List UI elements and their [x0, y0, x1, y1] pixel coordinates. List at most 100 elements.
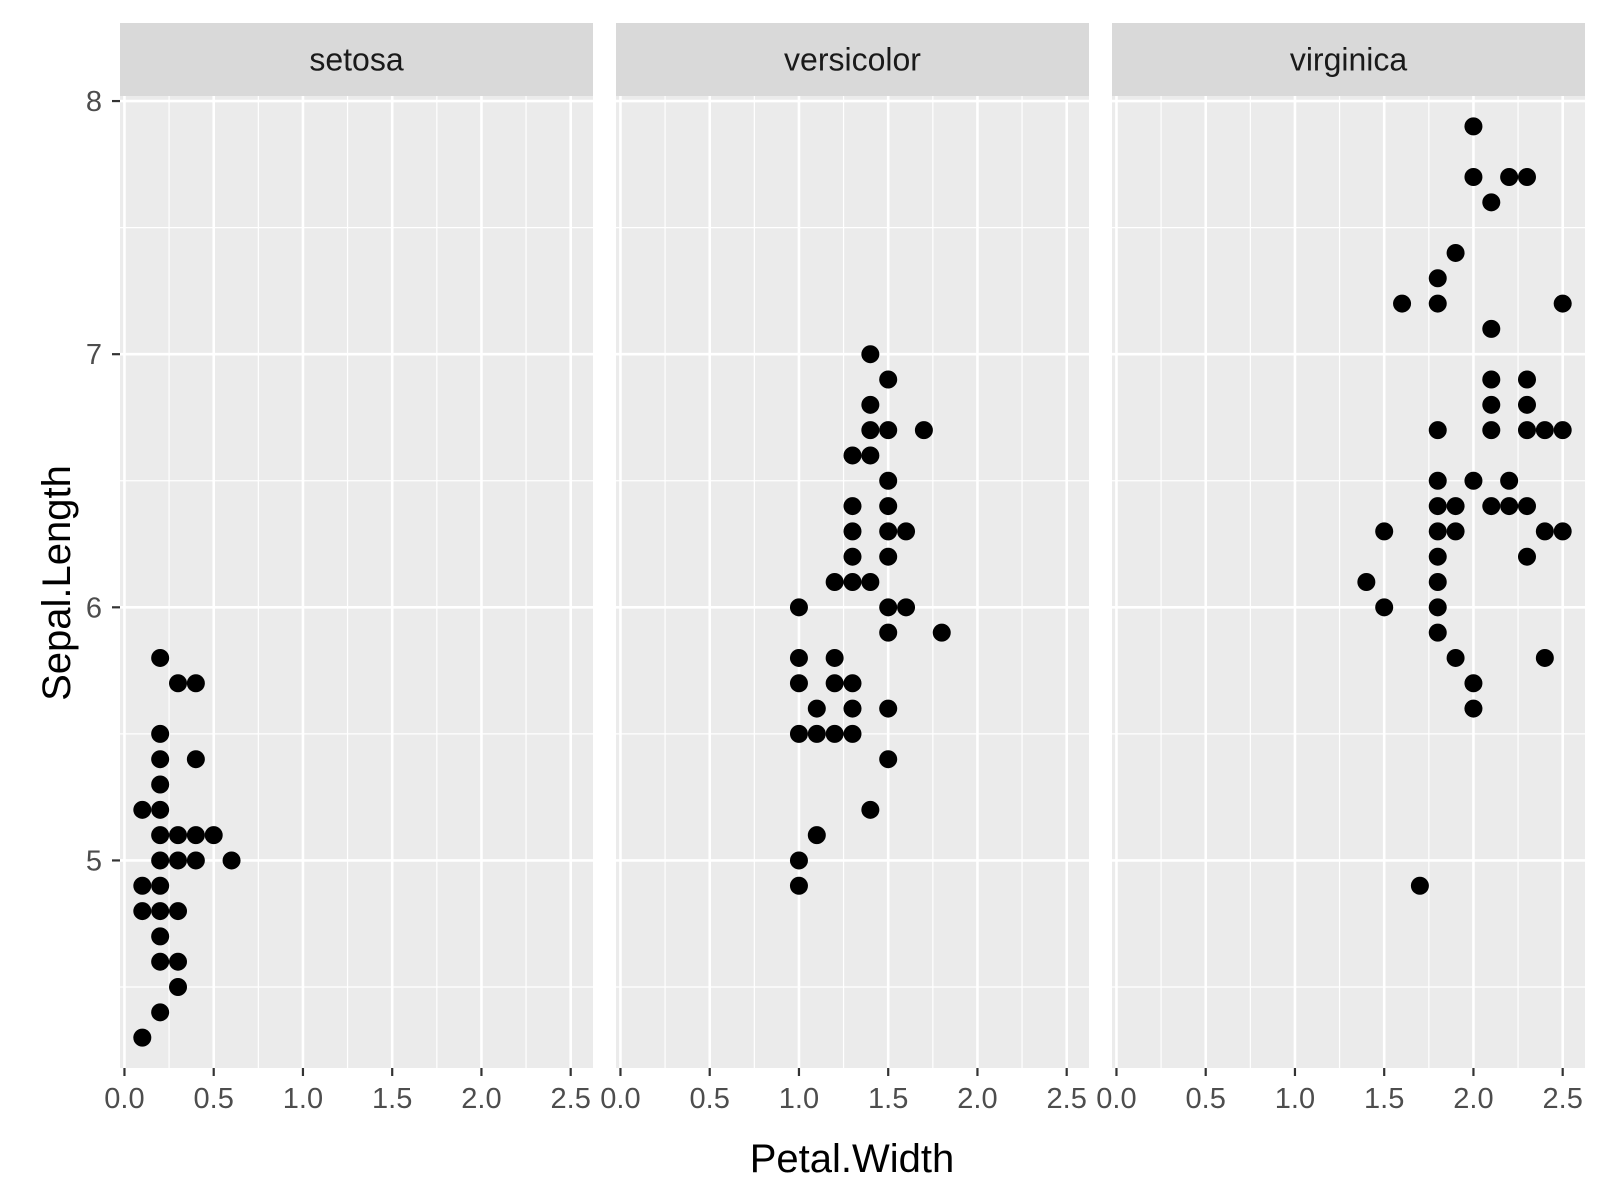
data-point — [843, 547, 862, 566]
data-point — [861, 800, 880, 819]
data-point — [1428, 623, 1447, 642]
data-point — [151, 800, 170, 819]
data-point — [169, 826, 188, 845]
data-point — [789, 648, 808, 667]
data-point — [133, 1028, 152, 1047]
data-point — [1357, 573, 1376, 591]
data-point — [1464, 471, 1483, 490]
data-point — [789, 724, 808, 743]
data-point — [789, 851, 808, 870]
facet-panels: setosa 0.0 0.5 1.0 1.5 2.0 2.5 versicolor 0.0 0.5… — [104, 23, 1585, 1115]
data-point — [861, 421, 880, 440]
data-point — [151, 648, 170, 667]
data-point — [1428, 522, 1447, 541]
data-point — [1428, 421, 1447, 440]
data-point — [222, 851, 241, 870]
data-point — [825, 573, 844, 591]
data-point — [1500, 471, 1519, 490]
data-point — [169, 851, 188, 870]
data-point — [186, 750, 205, 769]
x-tick-label: 2.5 — [1543, 1083, 1583, 1115]
data-point — [1482, 193, 1501, 212]
y-axis: 5 6 7 8 — [86, 86, 120, 877]
data-point — [1428, 294, 1447, 313]
data-point — [1517, 168, 1536, 186]
data-point — [789, 598, 808, 617]
data-point — [897, 598, 916, 617]
data-point — [1428, 573, 1447, 591]
data-point — [1446, 522, 1465, 541]
data-point — [789, 674, 808, 693]
data-point — [151, 851, 170, 870]
data-point — [932, 623, 951, 642]
data-point — [807, 724, 826, 743]
data-point — [843, 674, 862, 693]
x-tick-label: 0.5 — [194, 1083, 234, 1115]
data-point — [1428, 547, 1447, 566]
data-point — [1500, 497, 1519, 516]
data-point — [807, 699, 826, 718]
data-point — [879, 497, 898, 516]
y-tick-label: 7 — [86, 339, 102, 371]
x-tick-label: 2.0 — [1453, 1083, 1493, 1115]
data-point — [151, 826, 170, 845]
data-point — [825, 674, 844, 693]
data-point — [789, 876, 808, 895]
facet-strip-label: versicolor — [784, 42, 921, 78]
x-tick-label: 0.0 — [104, 1083, 144, 1115]
data-point — [1553, 294, 1572, 313]
data-point — [1500, 168, 1519, 186]
data-point — [843, 573, 862, 591]
data-point — [1410, 876, 1429, 895]
x-tick-label: 2.0 — [461, 1083, 501, 1115]
x-tick-label: 0.0 — [600, 1083, 640, 1115]
data-point — [151, 902, 170, 921]
x-tick-label: 0.5 — [690, 1083, 730, 1115]
data-point — [151, 927, 170, 946]
data-point — [204, 826, 223, 845]
data-point — [1393, 294, 1412, 313]
data-point — [1428, 471, 1447, 490]
data-point — [1517, 421, 1536, 440]
data-point — [169, 978, 188, 996]
data-point — [843, 522, 862, 541]
data-point — [1535, 522, 1554, 541]
x-axis-title: Petal.Width — [750, 1137, 955, 1181]
data-point — [879, 370, 898, 389]
data-point — [1535, 648, 1554, 667]
data-point — [914, 421, 933, 440]
data-point — [879, 547, 898, 566]
data-point — [1464, 674, 1483, 693]
data-point — [1464, 117, 1483, 136]
x-tick-label: 2.5 — [551, 1083, 591, 1115]
y-axis-title: Sepal.Length — [35, 465, 79, 701]
facet-strip — [1112, 23, 1585, 96]
facet-panel-setosa: setosa 0.0 0.5 1.0 1.5 2.0 2.5 — [104, 23, 593, 1115]
x-tick-label: 1.5 — [372, 1083, 412, 1115]
data-point — [133, 902, 152, 921]
facet-strip-label: virginica — [1290, 42, 1408, 78]
facet-strip-label: setosa — [309, 42, 403, 78]
data-point — [169, 674, 188, 693]
x-tick-label: 1.5 — [1364, 1083, 1404, 1115]
data-point — [843, 497, 862, 516]
x-tick-label: 2.5 — [1047, 1083, 1087, 1115]
data-point — [843, 724, 862, 743]
data-point — [133, 800, 152, 819]
y-tick-label: 6 — [86, 592, 102, 624]
facet-panel-virginica: virginica 0.0 0.5 1.0 1.5 2.0 2.5 — [1096, 23, 1585, 1115]
panel-background — [120, 96, 593, 1068]
data-point — [825, 724, 844, 743]
data-point — [1535, 421, 1554, 440]
data-point — [151, 1003, 170, 1022]
data-point — [879, 522, 898, 541]
data-point — [1517, 547, 1536, 566]
data-point — [1553, 421, 1572, 440]
data-point — [1428, 598, 1447, 617]
data-point — [879, 598, 898, 617]
data-point — [1446, 497, 1465, 516]
data-point — [825, 648, 844, 667]
x-tick-label: 1.0 — [283, 1083, 323, 1115]
data-point — [1375, 598, 1394, 617]
